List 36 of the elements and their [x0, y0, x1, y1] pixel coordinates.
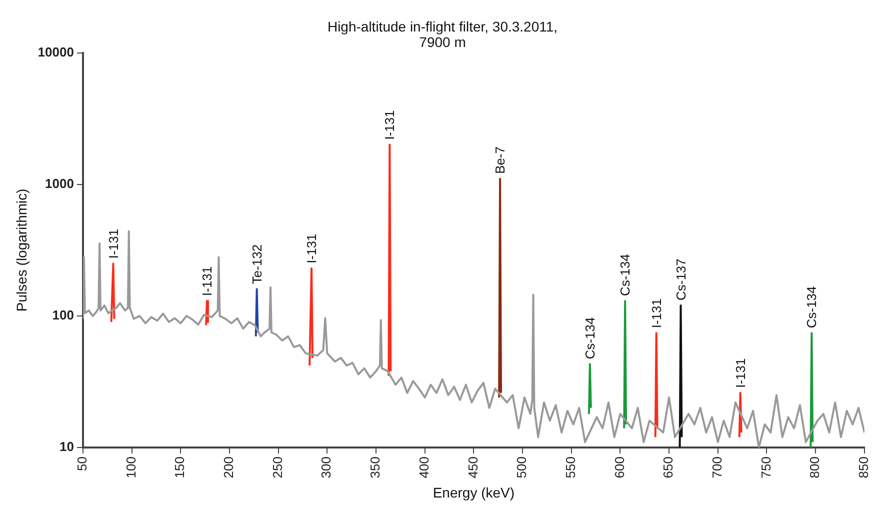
x-tick-label: 600: [612, 456, 627, 478]
x-tick-label: 150: [172, 456, 188, 478]
annotation: Be-7: [492, 146, 508, 174]
x-tick-label: 500: [514, 456, 530, 478]
y-tick-label: 10000: [38, 44, 74, 60]
y-tick-label: 100: [52, 308, 74, 323]
annotation: I-131: [732, 358, 748, 388]
x-tick-label: 100: [123, 456, 138, 478]
x-tick-label: 650: [660, 456, 676, 478]
annotation: Cs-134: [618, 254, 633, 296]
x-tick-label: 800: [807, 456, 822, 478]
x-tick-label: 350: [368, 456, 383, 478]
x-tick-label: 750: [758, 456, 774, 478]
y-tick-label: 1000: [45, 176, 74, 191]
annotation: I-131: [648, 298, 664, 328]
x-tick-label: 250: [270, 456, 285, 478]
y-axis-title: Pulses (logarithmic): [13, 188, 30, 312]
x-tick-label: 450: [465, 456, 480, 478]
annotation: Te-132: [249, 244, 264, 284]
x-tick-label: 50: [74, 456, 90, 471]
x-tick-label: 550: [562, 456, 578, 478]
annotation: Cs-137: [673, 258, 688, 301]
x-tick-label: 200: [221, 456, 236, 478]
x-axis-title: Energy (keV): [432, 484, 515, 500]
annotation: I-131: [106, 228, 121, 259]
chart-title: High-altitude in-flight filter, 30.3.2011, 7900 m: [327, 18, 558, 50]
annotation: I-131: [382, 110, 398, 140]
annotation: Cs-134: [582, 317, 598, 360]
y-tick-label: 10: [59, 439, 74, 454]
annotation: I-131: [200, 266, 215, 296]
x-tick-label: 850: [856, 456, 871, 478]
x-tick-label: 300: [318, 456, 334, 478]
x-tick-label: 400: [416, 456, 432, 478]
annotation: Cs-134: [804, 286, 820, 328]
x-tick-label: 700: [709, 456, 724, 478]
annotation: I-131: [304, 234, 320, 264]
